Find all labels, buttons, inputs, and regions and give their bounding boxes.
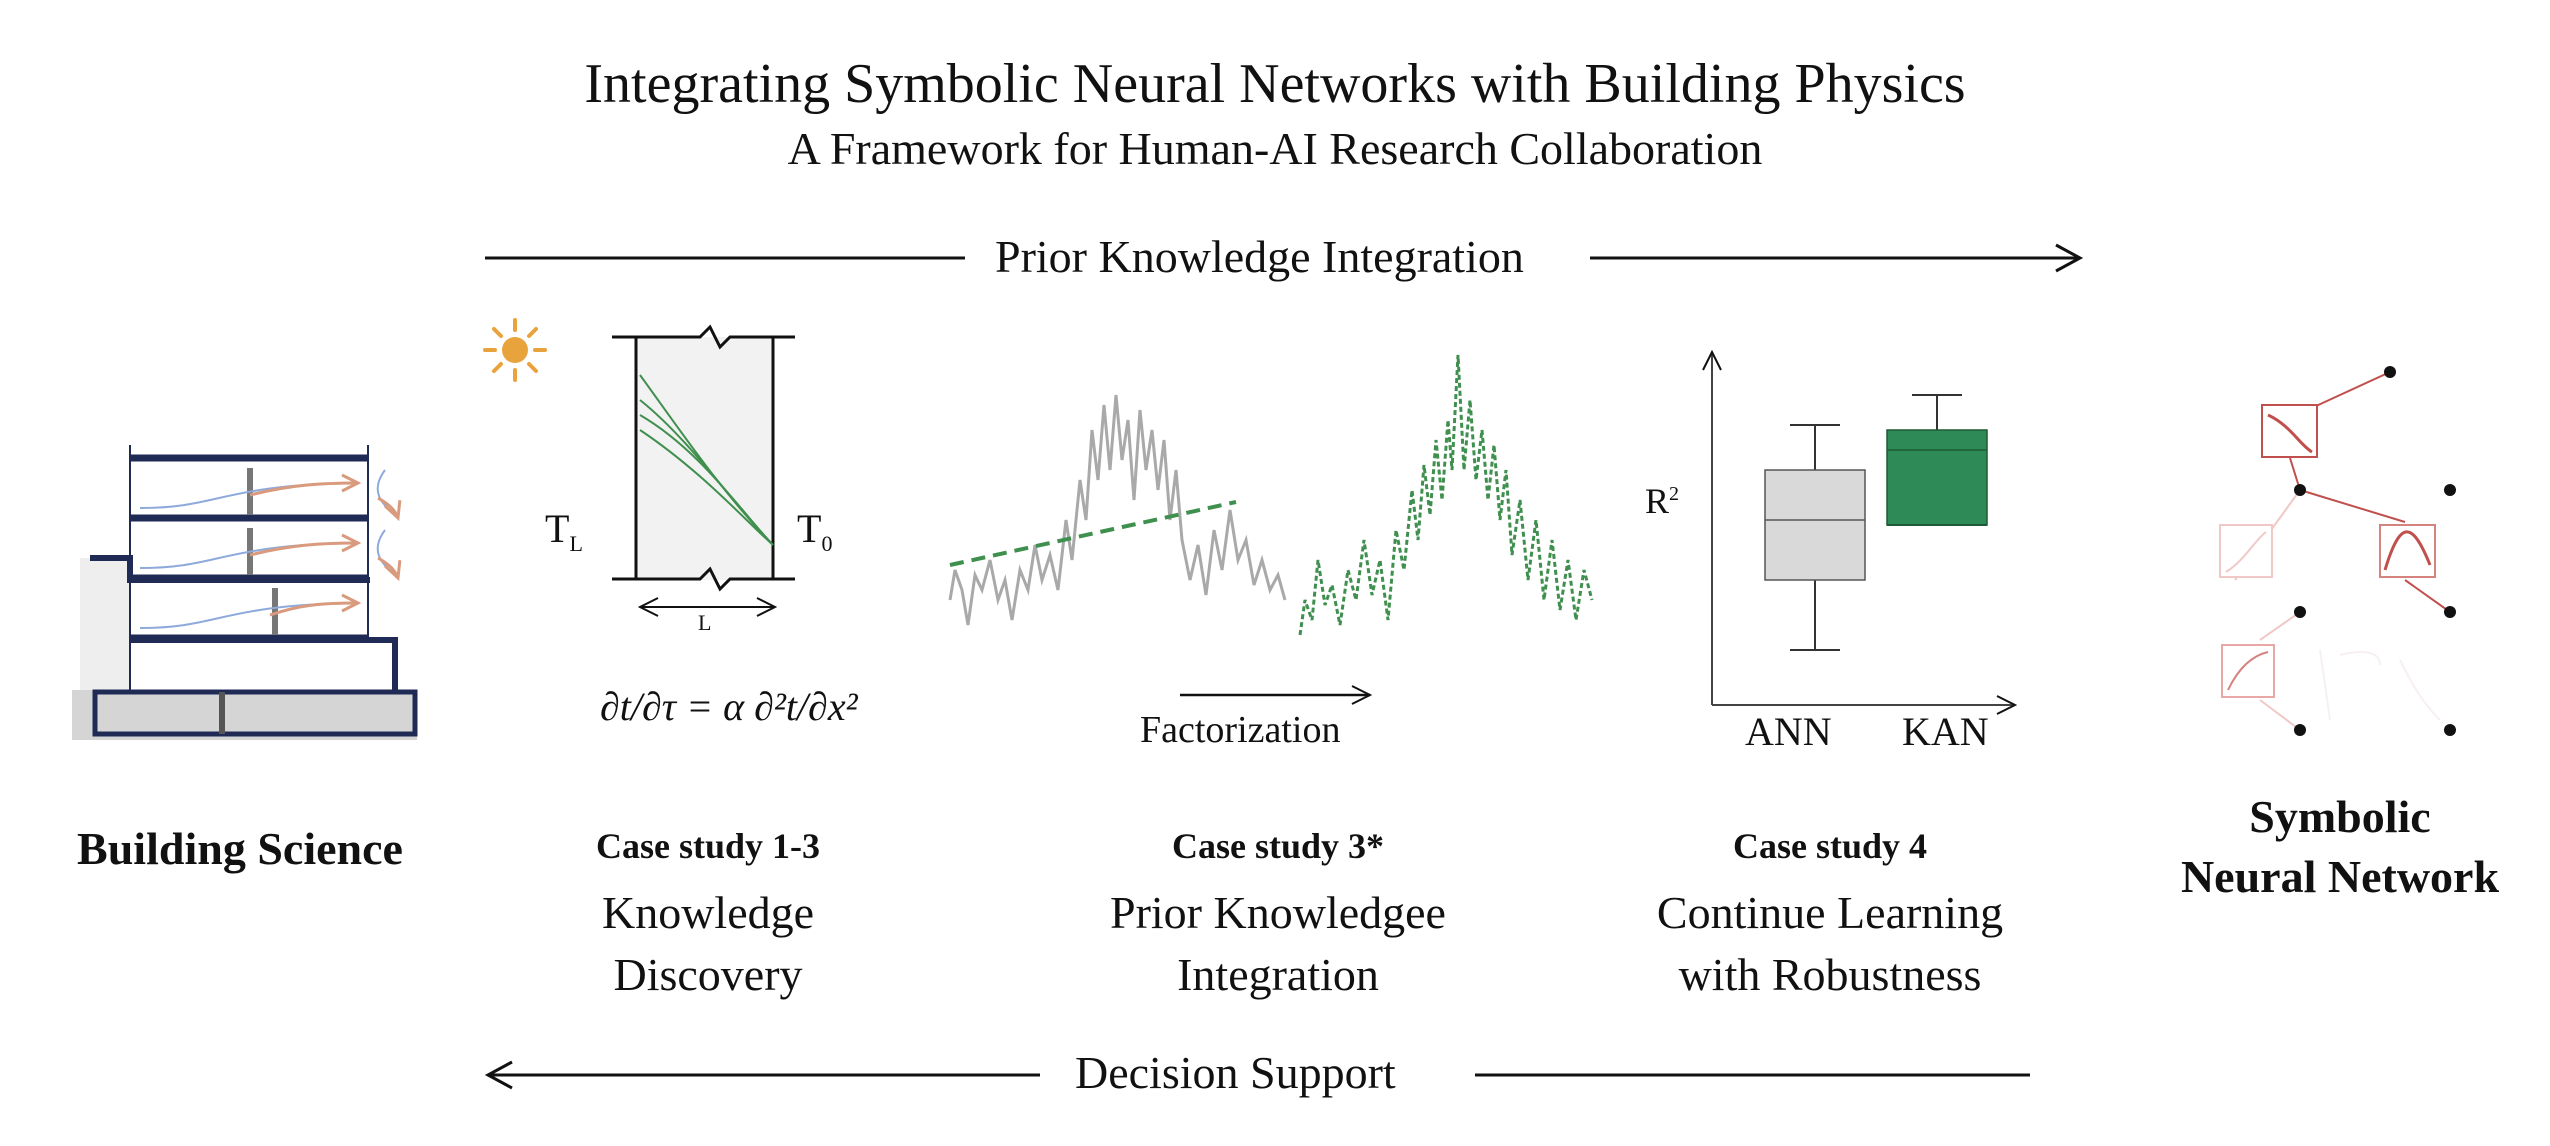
kan-label: KAN xyxy=(1902,709,1989,754)
left-temperature-label: TL xyxy=(545,506,583,556)
sun-icon xyxy=(483,318,547,382)
ann-label: ANN xyxy=(1745,709,1832,754)
case-study-3-line1: Prior Knowledgee xyxy=(1110,887,1446,938)
case-study-3-heading: Case study 3* xyxy=(1171,826,1385,866)
symbolic-network-diagram xyxy=(2219,366,2456,736)
diagram-title: Integrating Symbolic Neural Networks wit… xyxy=(584,53,1966,115)
wall-conduction-diagram xyxy=(612,324,795,617)
factorized-signal xyxy=(1298,354,1594,636)
trend-line xyxy=(949,500,1237,567)
top-flow-label: Prior Knowledge Integration xyxy=(995,231,1524,282)
boxplot-chart xyxy=(1702,349,2018,715)
building-science-label: Building Science xyxy=(77,823,403,874)
ann-box xyxy=(1764,424,1866,651)
case-study-1-heading: Case study 1-3 xyxy=(595,826,820,866)
right-temperature-label: T0 xyxy=(797,506,833,556)
bottom-flow-label: Decision Support xyxy=(1075,1047,1396,1098)
case-study-4-line1: Continue Learning xyxy=(1656,887,2004,938)
diagram-subtitle: A Framework for Human-AI Research Collab… xyxy=(787,123,1763,174)
symbolic-network-label-line1: Symbolic xyxy=(2249,791,2431,842)
factorization-label: Factorization xyxy=(1140,709,1341,751)
case-study-4-heading: Case study 4 xyxy=(1732,826,1928,866)
building-illustration xyxy=(72,445,418,740)
r2-axis-label: R2 xyxy=(1645,481,1680,521)
case-study-1-line1: Knowledge xyxy=(601,887,815,938)
kan-box xyxy=(1886,394,1988,526)
original-signal xyxy=(948,394,1287,626)
symbolic-network-label-line2: Neural Network xyxy=(2180,851,2500,902)
case-study-4-line2: with Robustness xyxy=(1678,949,1982,1000)
heat-equation: ∂t/∂τ = α ∂²t/∂x² xyxy=(600,684,858,729)
case-study-3-line2: Integration xyxy=(1177,949,1379,1000)
wall-length-label: L xyxy=(698,610,712,635)
case-study-1-line2: Discovery xyxy=(613,949,803,1000)
